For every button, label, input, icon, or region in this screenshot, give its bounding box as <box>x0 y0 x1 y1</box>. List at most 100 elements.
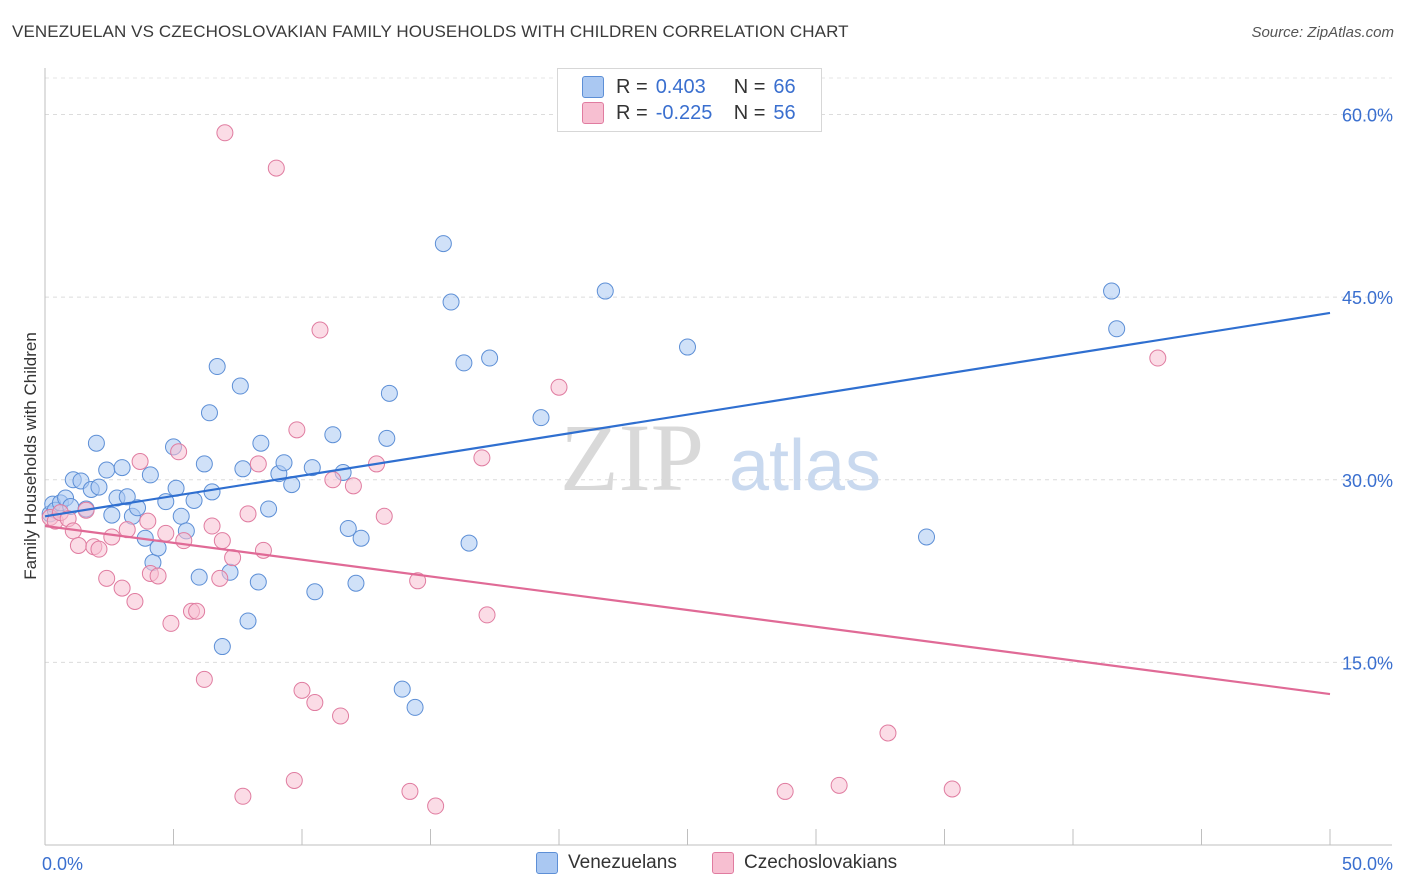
point-venezuelans <box>252 434 270 452</box>
y-tick-label: 15.0% <box>1342 653 1393 673</box>
point-venezuelans <box>185 491 203 509</box>
point-venezuelans <box>213 638 231 656</box>
point-czechoslovakians <box>203 517 221 535</box>
point-venezuelans <box>1103 282 1121 300</box>
watermark-zip: ZIP <box>560 404 704 511</box>
point-czechoslovakians <box>375 507 393 525</box>
point-venezuelans <box>118 488 136 506</box>
point-venezuelans <box>113 459 131 477</box>
tick-labels: 15.0% 30.0% 45.0% 60.0% 0.0% 50.0% <box>42 106 1393 874</box>
point-venezuelans <box>339 519 357 537</box>
point-venezuelans <box>918 528 936 546</box>
point-venezuelans <box>200 404 218 422</box>
point-venezuelans <box>129 499 147 517</box>
data-points <box>41 124 1167 815</box>
axes <box>44 68 1392 846</box>
legend-r-label: R = <box>616 75 648 98</box>
source-label: Source: ZipAtlas.com <box>1251 24 1394 41</box>
legend-n-value: 56 <box>773 101 796 124</box>
point-venezuelans <box>260 500 278 518</box>
point-czechoslovakians <box>879 724 897 742</box>
point-czechoslovakians <box>249 455 267 473</box>
point-venezuelans <box>532 409 550 427</box>
point-czechoslovakians <box>943 780 961 798</box>
point-venezuelans <box>679 338 696 356</box>
point-czechoslovakians <box>216 124 234 142</box>
point-czechoslovakians <box>213 532 231 550</box>
point-czechoslovakians <box>239 505 257 523</box>
point-venezuelans <box>347 574 365 592</box>
point-czechoslovakians <box>234 787 252 805</box>
point-czechoslovakians <box>175 532 193 550</box>
point-czechoslovakians <box>409 572 427 590</box>
point-czechoslovakians <box>776 782 794 800</box>
point-czechoslovakians <box>293 681 311 699</box>
point-venezuelans <box>275 454 293 472</box>
legend-swatch-venezuelans <box>582 76 604 98</box>
point-czechoslovakians <box>162 614 180 632</box>
point-czechoslovakians <box>288 421 306 439</box>
legend-r-label: R = <box>616 101 648 124</box>
point-venezuelans <box>190 568 208 586</box>
trend-line-venezuelans <box>44 311 1331 518</box>
point-venezuelans <box>98 461 116 479</box>
chart-title: VENEZUELAN VS CZECHOSLOVAKIAN FAMILY HOU… <box>12 22 849 41</box>
point-venezuelans <box>203 483 221 501</box>
point-venezuelans <box>306 583 324 601</box>
point-venezuelans <box>393 680 411 698</box>
watermark-atlas: atlas <box>729 426 881 506</box>
point-czechoslovakians <box>1149 349 1167 367</box>
series-swatch-venezuelans <box>536 852 558 874</box>
point-czechoslovakians <box>157 524 175 542</box>
point-venezuelans <box>596 282 614 300</box>
series-legend-czechoslovakians: Czechoslovakians <box>712 852 897 874</box>
point-venezuelans <box>380 384 398 402</box>
point-venezuelans <box>90 478 108 496</box>
point-venezuelans <box>231 377 249 395</box>
point-venezuelans <box>442 293 460 311</box>
point-venezuelans <box>249 573 267 591</box>
point-czechoslovakians <box>478 606 496 624</box>
series-swatch-czechoslovakians <box>712 852 734 874</box>
point-venezuelans <box>303 459 321 477</box>
point-czechoslovakians <box>188 602 206 620</box>
point-venezuelans <box>141 466 159 484</box>
point-czechoslovakians <box>149 567 167 585</box>
trend-lines <box>44 311 1331 696</box>
point-czechoslovakians <box>344 477 362 495</box>
point-czechoslovakians <box>311 321 329 339</box>
point-venezuelans <box>234 460 252 478</box>
point-czechoslovakians <box>830 776 848 794</box>
legend-row-czechoslovakians: R = -0.225 N = 56 <box>582 101 796 125</box>
point-venezuelans <box>1108 320 1126 338</box>
point-venezuelans <box>460 534 478 552</box>
legend-n-value: 66 <box>773 75 796 98</box>
point-venezuelans <box>352 529 370 547</box>
point-venezuelans <box>455 354 473 372</box>
correlation-legend: R = 0.403 N = 66 R = -0.225 N = 56 <box>557 68 822 132</box>
legend-r-value: -0.225 <box>655 101 713 124</box>
series-legend: Venezuelans Czechoslovakians <box>0 852 1406 876</box>
point-czechoslovakians <box>170 443 188 461</box>
point-czechoslovakians <box>103 528 121 546</box>
legend-n-label: N = <box>733 101 766 124</box>
y-tick-label: 45.0% <box>1342 288 1393 308</box>
series-legend-label: Venezuelans <box>568 852 677 873</box>
point-venezuelans <box>324 426 342 444</box>
legend-n-label: N = <box>733 75 766 98</box>
point-czechoslovakians <box>98 569 116 587</box>
point-czechoslovakians <box>113 579 131 597</box>
point-venezuelans <box>481 349 499 367</box>
x-tick-label-min: 0.0% <box>42 854 83 874</box>
point-venezuelans <box>103 506 121 524</box>
point-czechoslovakians <box>332 707 350 725</box>
y-tick-label: 60.0% <box>1342 106 1393 126</box>
legend-swatch-czechoslovakians <box>582 102 604 124</box>
point-czechoslovakians <box>550 378 568 396</box>
point-czechoslovakians <box>267 159 285 177</box>
point-czechoslovakians <box>131 453 149 470</box>
point-czechoslovakians <box>90 540 108 558</box>
point-czechoslovakians <box>285 771 303 789</box>
y-axis-label: Family Households with Children <box>21 332 40 580</box>
